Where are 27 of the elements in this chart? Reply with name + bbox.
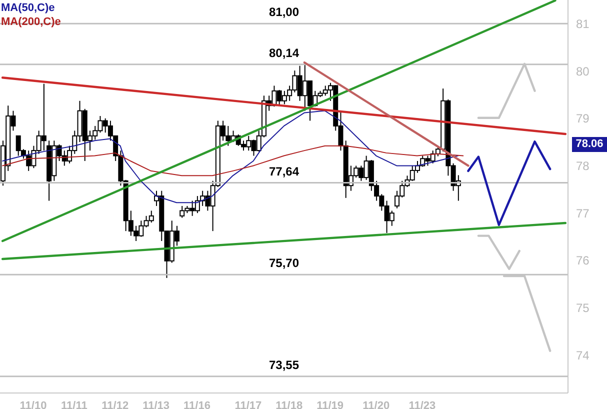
x-tick-label: 11/20 (362, 400, 390, 409)
y-tick-label: 75 (576, 301, 590, 316)
x-tick-label: 11/18 (276, 400, 303, 409)
x-tick-label: 11/16 (184, 400, 210, 409)
x-tick-label: 11/17 (234, 400, 262, 409)
y-tick-label: 74 (576, 348, 590, 362)
ref-line-label: 77,64 (268, 164, 300, 178)
x-tick-label: 11/19 (316, 400, 344, 409)
y-tick-label: 76 (576, 254, 590, 268)
y-tick-label: 79 (576, 112, 590, 126)
ref-line-label: 75,70 (268, 256, 300, 270)
x-tick-label: 11/11 (61, 400, 88, 409)
text: MA(200,C)e (1, 15, 61, 29)
y-tick-label: 78 (576, 158, 590, 173)
x-tick-label: 11/23 (408, 400, 436, 409)
x-tick-label: 11/13 (142, 400, 170, 409)
line-series (467, 140, 552, 226)
y-tick-label: 81 (576, 16, 590, 31)
ref-line-label: 80,14 (268, 46, 300, 60)
y-tick-label: 80 (576, 64, 590, 78)
y-tick-label: 77 (576, 206, 590, 220)
ref-line-label: 73,55 (268, 358, 300, 372)
x-tick-label: 11/12 (102, 400, 129, 409)
x-tick-label: 11/10 (20, 400, 47, 409)
text: MA(50,C)e (1, 1, 56, 15)
ref-line-label: 81,00 (268, 5, 300, 20)
text: 78.06 (572, 137, 607, 152)
